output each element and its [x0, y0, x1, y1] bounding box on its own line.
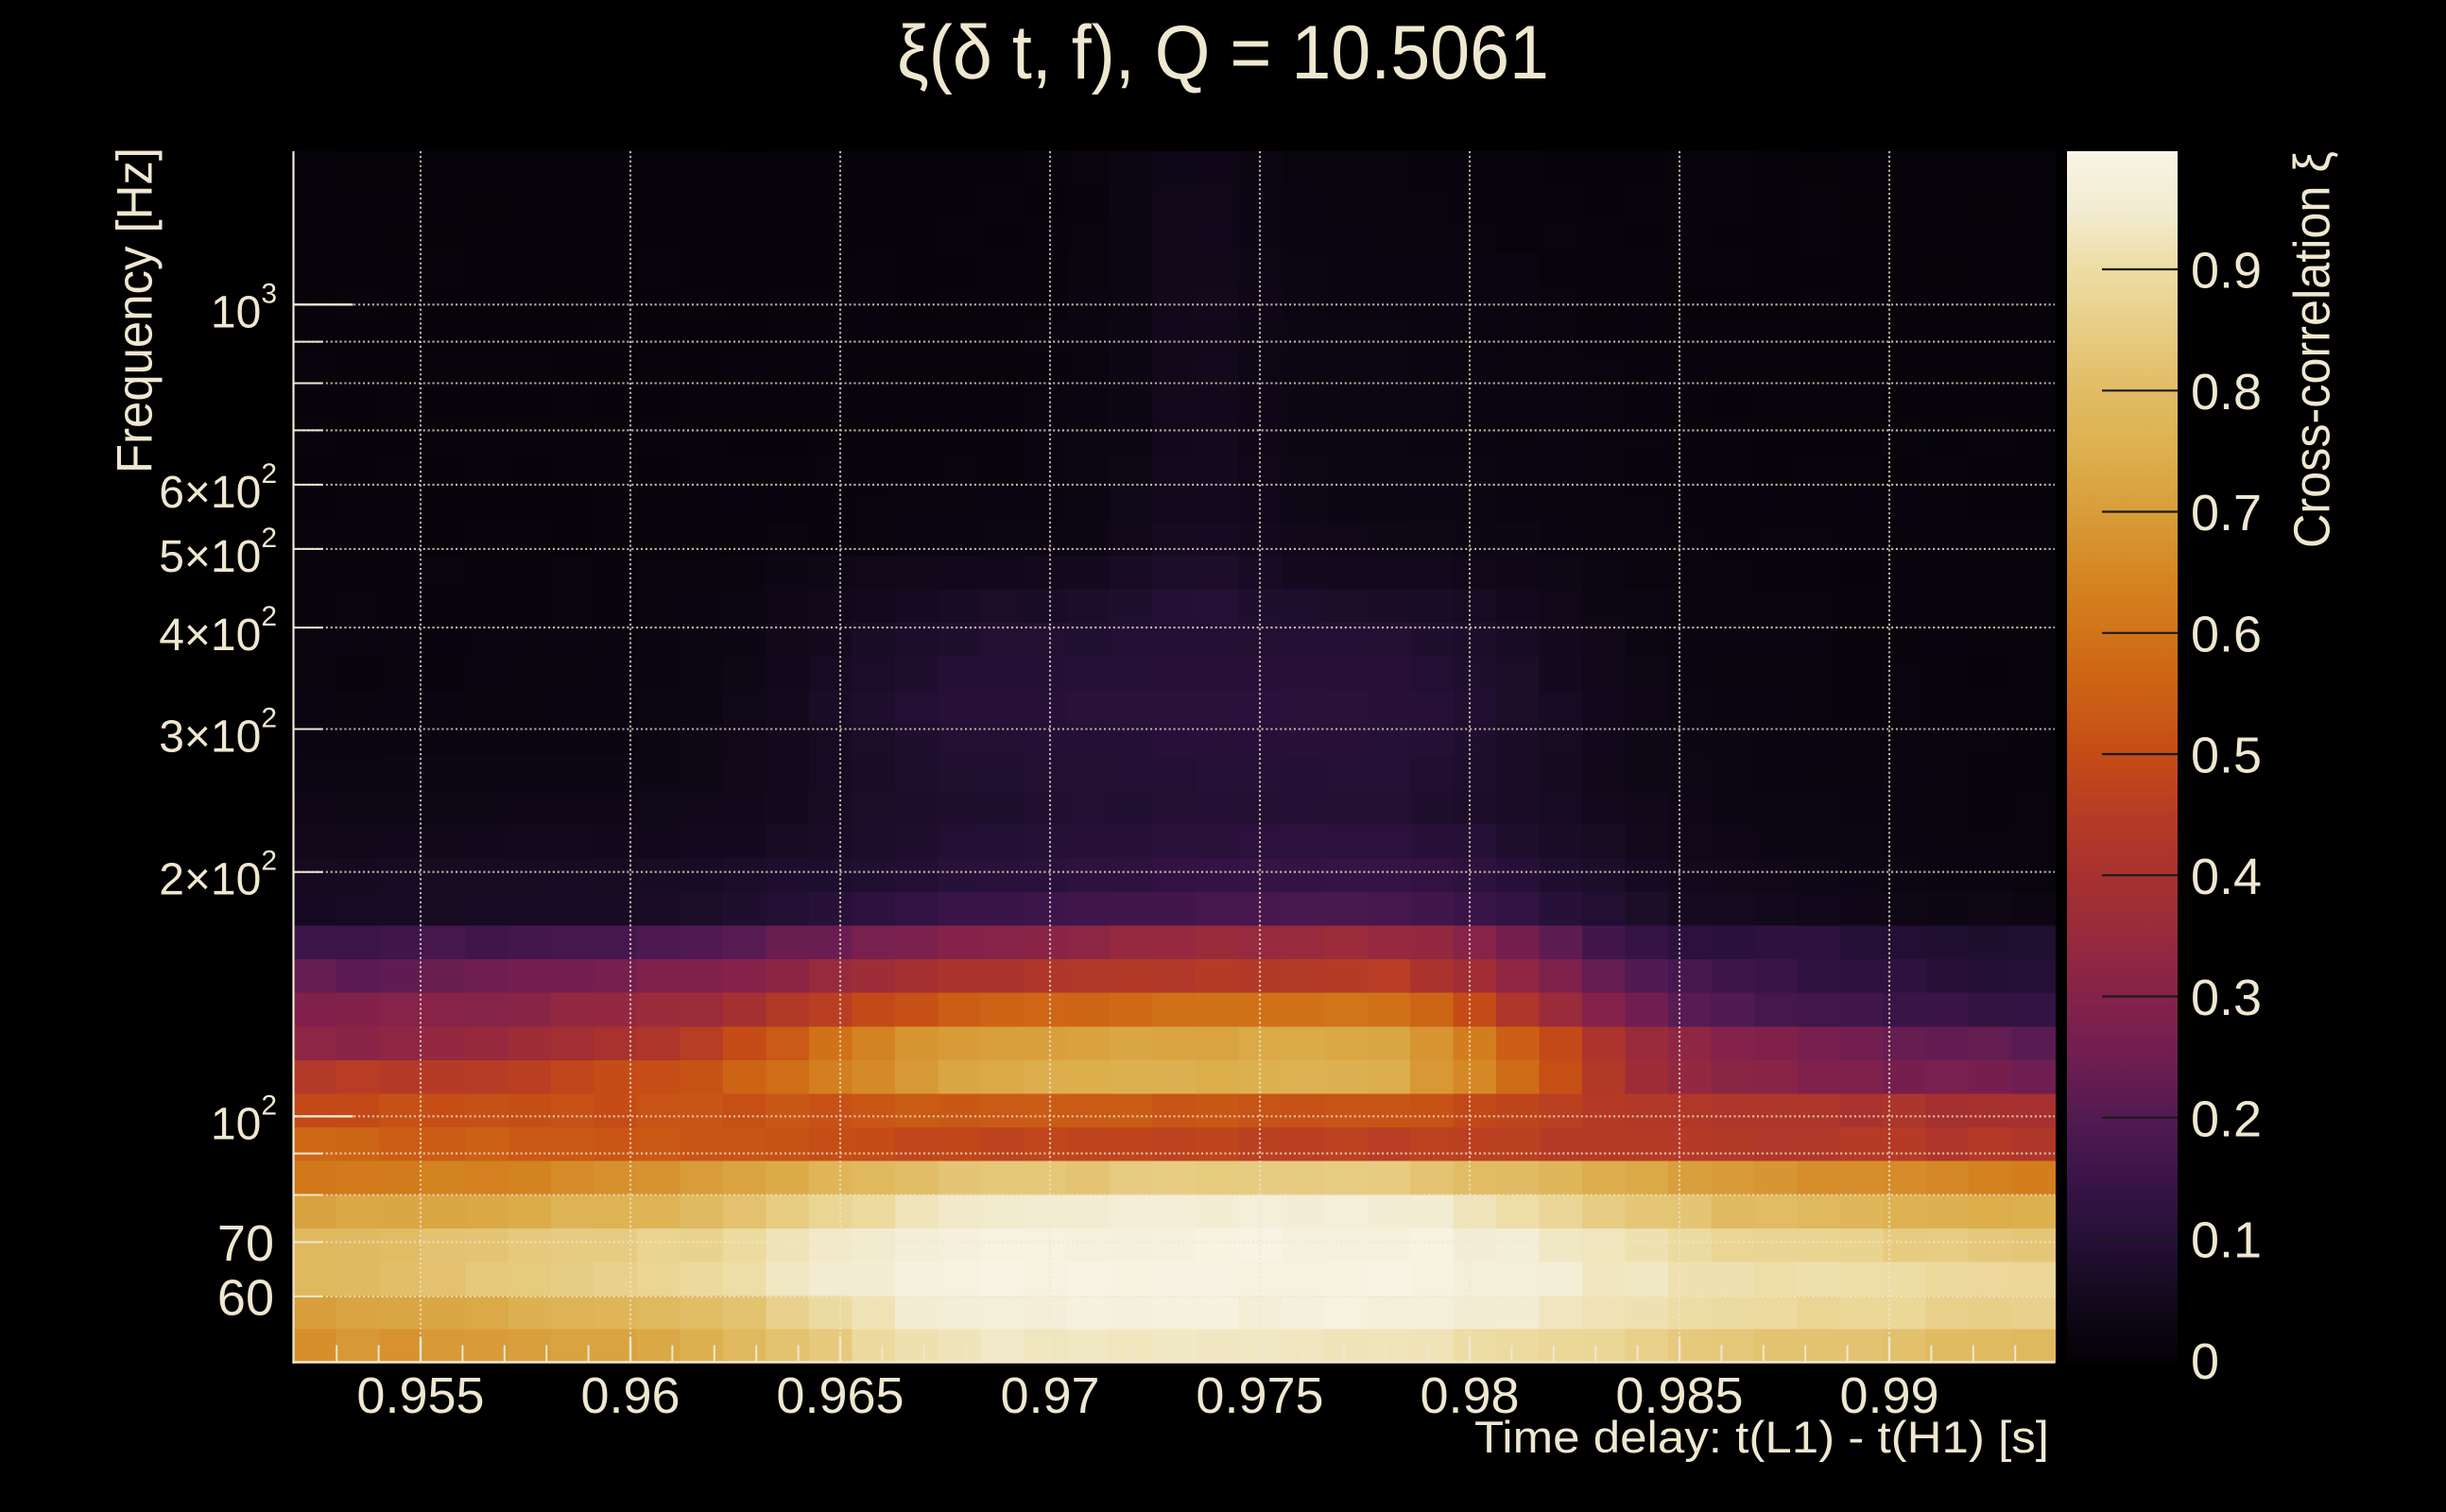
svg-text:0.975: 0.975 [1196, 1367, 1323, 1424]
svg-text:0.955: 0.955 [356, 1367, 484, 1424]
svg-text:0.1: 0.1 [2191, 1212, 2262, 1269]
svg-text:0.96: 0.96 [580, 1367, 680, 1424]
svg-text:0.985: 0.985 [1615, 1367, 1743, 1424]
svg-text:3×102: 3×102 [159, 703, 277, 763]
svg-text:Cross-correlation ξ: Cross-correlation ξ [2284, 151, 2341, 548]
svg-text:Frequency [Hz]: Frequency [Hz] [108, 147, 164, 473]
svg-text:0.98: 0.98 [1420, 1367, 1519, 1424]
svg-text:4×102: 4×102 [159, 601, 277, 661]
svg-text:6×102: 6×102 [159, 458, 277, 518]
svg-text:0.4: 0.4 [2191, 849, 2262, 905]
svg-text:0.7: 0.7 [2191, 485, 2262, 541]
svg-text:0: 0 [2191, 1333, 2219, 1390]
svg-text:Time delay: t(L1) - t(H1) [s]: Time delay: t(L1) - t(H1) [s] [1474, 1412, 2049, 1462]
svg-text:0.97: 0.97 [1000, 1367, 1099, 1424]
svg-text:5×102: 5×102 [159, 523, 277, 582]
svg-text:103: 103 [211, 278, 277, 337]
svg-text:0.99: 0.99 [1839, 1367, 1938, 1424]
svg-text:2×102: 2×102 [159, 846, 277, 905]
svg-text:0.3: 0.3 [2191, 970, 2262, 1026]
svg-text:0.965: 0.965 [776, 1367, 904, 1424]
svg-text:0.2: 0.2 [2191, 1091, 2262, 1147]
svg-text:0.6: 0.6 [2191, 607, 2262, 663]
svg-text:70: 70 [217, 1215, 274, 1272]
svg-text:60: 60 [217, 1269, 274, 1326]
svg-text:ξ(δ t, f), Q = 10.5061: ξ(δ t, f), Q = 10.5061 [897, 10, 1549, 95]
svg-text:0.9: 0.9 [2191, 243, 2262, 300]
svg-text:0.5: 0.5 [2191, 728, 2262, 784]
svg-text:0.8: 0.8 [2191, 364, 2262, 421]
svg-text:102: 102 [211, 1090, 277, 1149]
